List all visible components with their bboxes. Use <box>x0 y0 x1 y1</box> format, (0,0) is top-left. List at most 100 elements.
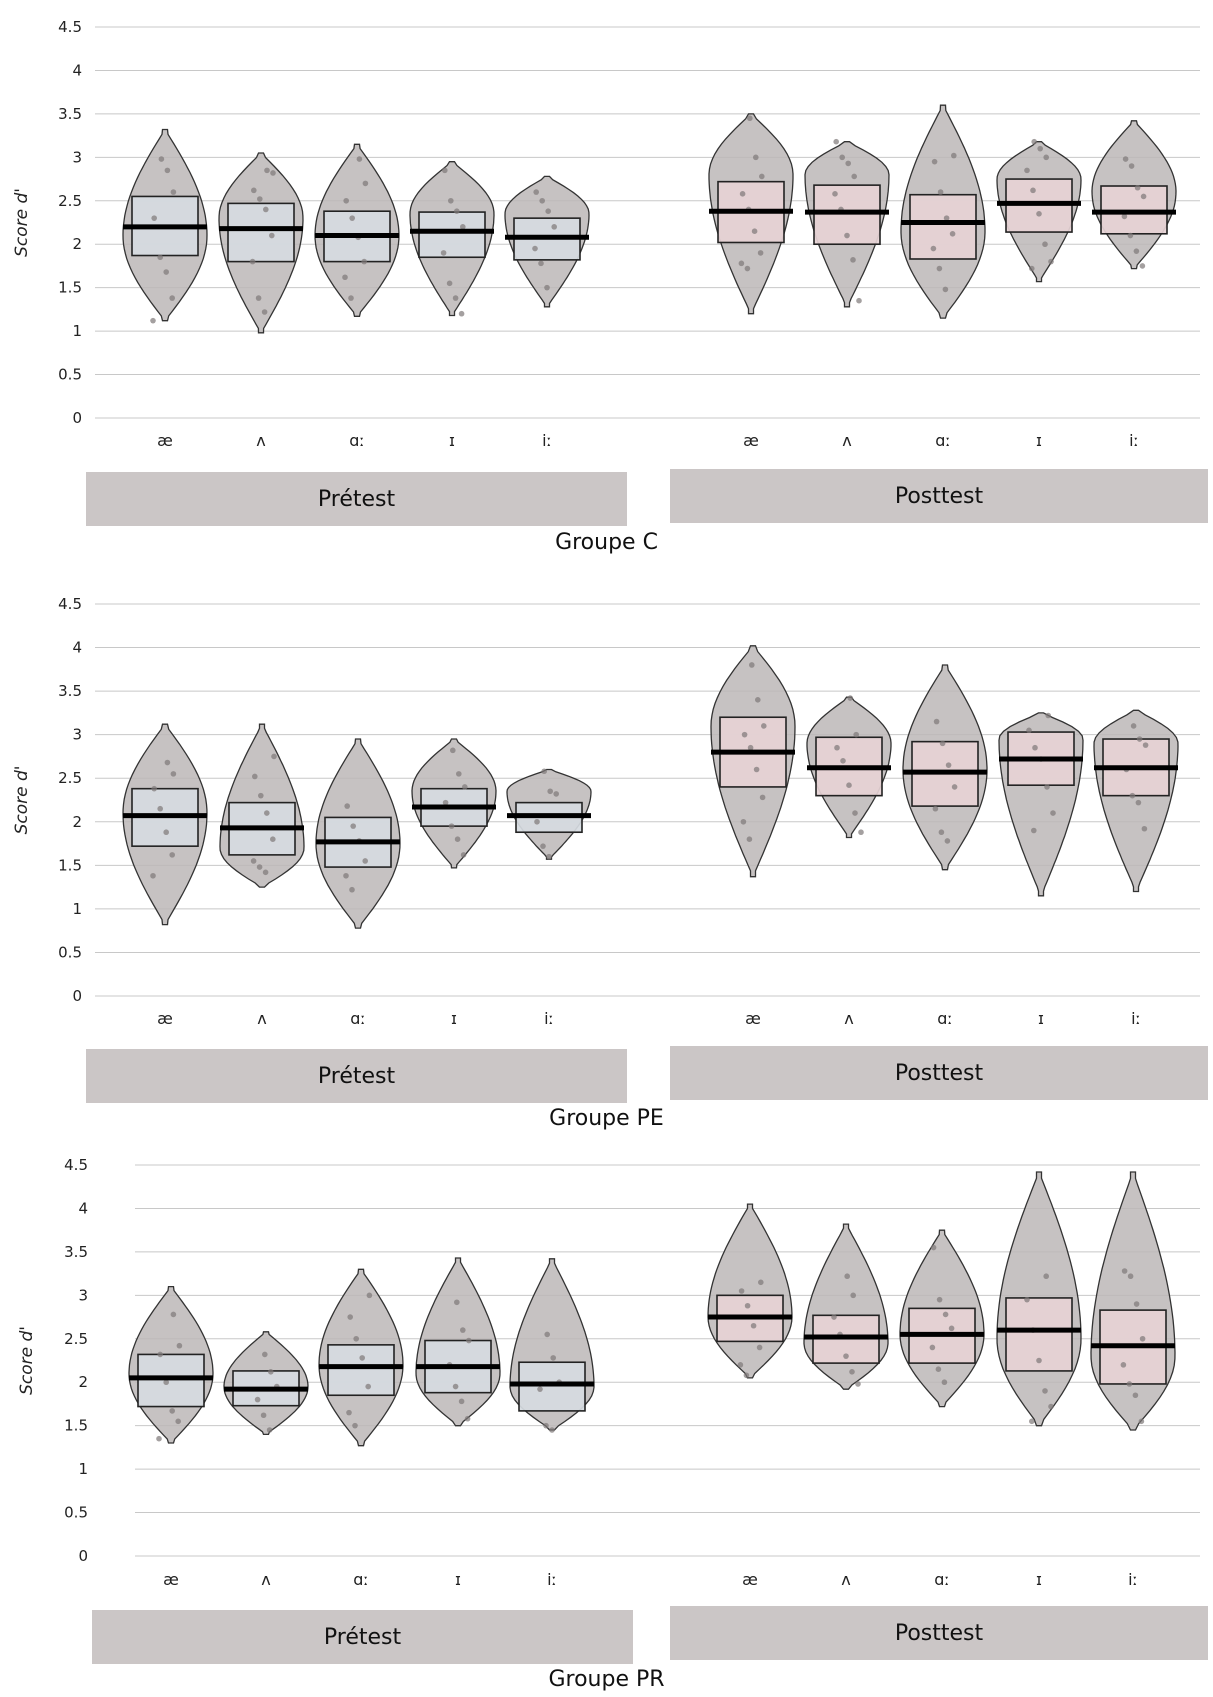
y-tick-label: 4 <box>72 639 82 657</box>
data-point <box>169 295 175 301</box>
data-point <box>150 872 156 879</box>
data-point <box>361 258 368 265</box>
data-point <box>545 208 551 215</box>
data-point <box>744 1302 751 1309</box>
category-label: iː <box>1129 431 1139 450</box>
data-point <box>343 197 350 204</box>
data-point <box>532 245 538 252</box>
category-label: æ <box>745 1009 761 1028</box>
data-point <box>1050 810 1056 816</box>
chart-panel-groupe-pe: 0 0.5 1 1.5 2 2.5 3 3.5 4 4.5 Score d' æ ʌ ɑː ɪ iː æ ʌ ɑː ɪ… <box>12 595 1208 1131</box>
data-point <box>1120 1362 1127 1368</box>
data-point <box>262 869 269 876</box>
y-tick-label: 4.5 <box>58 18 82 36</box>
phase-label-posttest: Posttest <box>670 469 1208 523</box>
data-point <box>1133 1301 1140 1307</box>
data-point <box>751 228 758 234</box>
iqr-box <box>327 1344 395 1397</box>
data-point <box>1127 1273 1134 1280</box>
data-point <box>544 1331 550 1338</box>
data-point <box>534 818 540 825</box>
data-point <box>350 823 357 829</box>
data-point <box>343 872 349 879</box>
data-point <box>460 1327 466 1333</box>
data-point <box>761 723 767 729</box>
data-point <box>749 662 755 668</box>
data-point <box>1130 723 1137 729</box>
data-point <box>263 206 269 213</box>
category-label: ʌ <box>261 1570 270 1589</box>
data-point <box>169 852 175 858</box>
category-label: ɪ <box>1036 431 1042 450</box>
category-label: æ <box>163 1570 179 1589</box>
data-point <box>1043 154 1049 161</box>
data-point <box>948 1325 955 1332</box>
category-label: ɪ <box>451 1009 457 1028</box>
data-point <box>1037 145 1043 152</box>
data-point <box>951 784 958 790</box>
data-point <box>543 1422 549 1429</box>
data-point <box>757 250 764 256</box>
data-point <box>1133 248 1140 254</box>
y-tick-label: 1 <box>72 322 82 340</box>
y-tick-label: 1.5 <box>64 1417 88 1435</box>
data-point <box>537 1386 543 1392</box>
data-point <box>266 1427 273 1433</box>
data-point <box>849 1368 855 1375</box>
data-point <box>170 771 177 777</box>
data-point <box>850 1292 856 1299</box>
data-point <box>856 297 862 304</box>
data-point <box>740 818 747 825</box>
data-point <box>1142 742 1149 748</box>
category-label: ɪ <box>449 431 455 450</box>
data-point <box>1024 167 1030 174</box>
data-point <box>846 782 852 788</box>
y-tick-label: 3 <box>78 1286 88 1304</box>
category-label: ɪ <box>1038 1009 1044 1028</box>
data-point <box>546 853 552 860</box>
data-point <box>1126 1381 1133 1387</box>
data-point <box>458 310 465 317</box>
category-label: æ <box>743 431 759 450</box>
data-point <box>261 309 268 315</box>
y-tick-label: 0 <box>78 1547 88 1565</box>
data-point <box>738 260 745 267</box>
data-point <box>1036 211 1042 217</box>
data-point <box>944 838 951 844</box>
iqr-box <box>418 211 486 259</box>
data-point <box>758 1279 764 1286</box>
data-point <box>1042 1388 1048 1394</box>
data-point <box>454 1299 460 1306</box>
data-point <box>759 794 766 801</box>
data-point <box>1048 258 1054 265</box>
data-point <box>1132 1392 1139 1399</box>
data-point <box>448 197 454 204</box>
data-point <box>342 274 348 281</box>
data-point <box>750 1322 757 1329</box>
y-tick-label: 0.5 <box>58 366 82 384</box>
data-point <box>550 1355 556 1361</box>
data-point <box>164 167 171 174</box>
data-point <box>349 215 356 221</box>
category-label: ʌ <box>257 1009 266 1028</box>
data-point <box>858 829 864 836</box>
y-tick-label: 4 <box>78 1199 88 1217</box>
y-tick-label: 2 <box>72 813 82 831</box>
data-point <box>1024 1296 1030 1303</box>
data-point <box>951 152 957 159</box>
data-point <box>347 1314 354 1320</box>
category-label: iː <box>1128 1570 1138 1589</box>
category-label: ɪ <box>1036 1570 1042 1589</box>
data-point <box>344 803 351 809</box>
data-point <box>930 1244 937 1251</box>
data-point <box>349 886 355 893</box>
data-point <box>1127 232 1134 239</box>
data-point <box>446 280 453 287</box>
data-point <box>935 1366 942 1372</box>
data-point <box>737 1362 744 1368</box>
data-point <box>744 265 751 272</box>
data-point <box>452 1383 459 1390</box>
data-point <box>1029 1418 1035 1425</box>
data-point <box>756 1344 763 1351</box>
phase-label-posttest: Posttest <box>670 1046 1208 1100</box>
